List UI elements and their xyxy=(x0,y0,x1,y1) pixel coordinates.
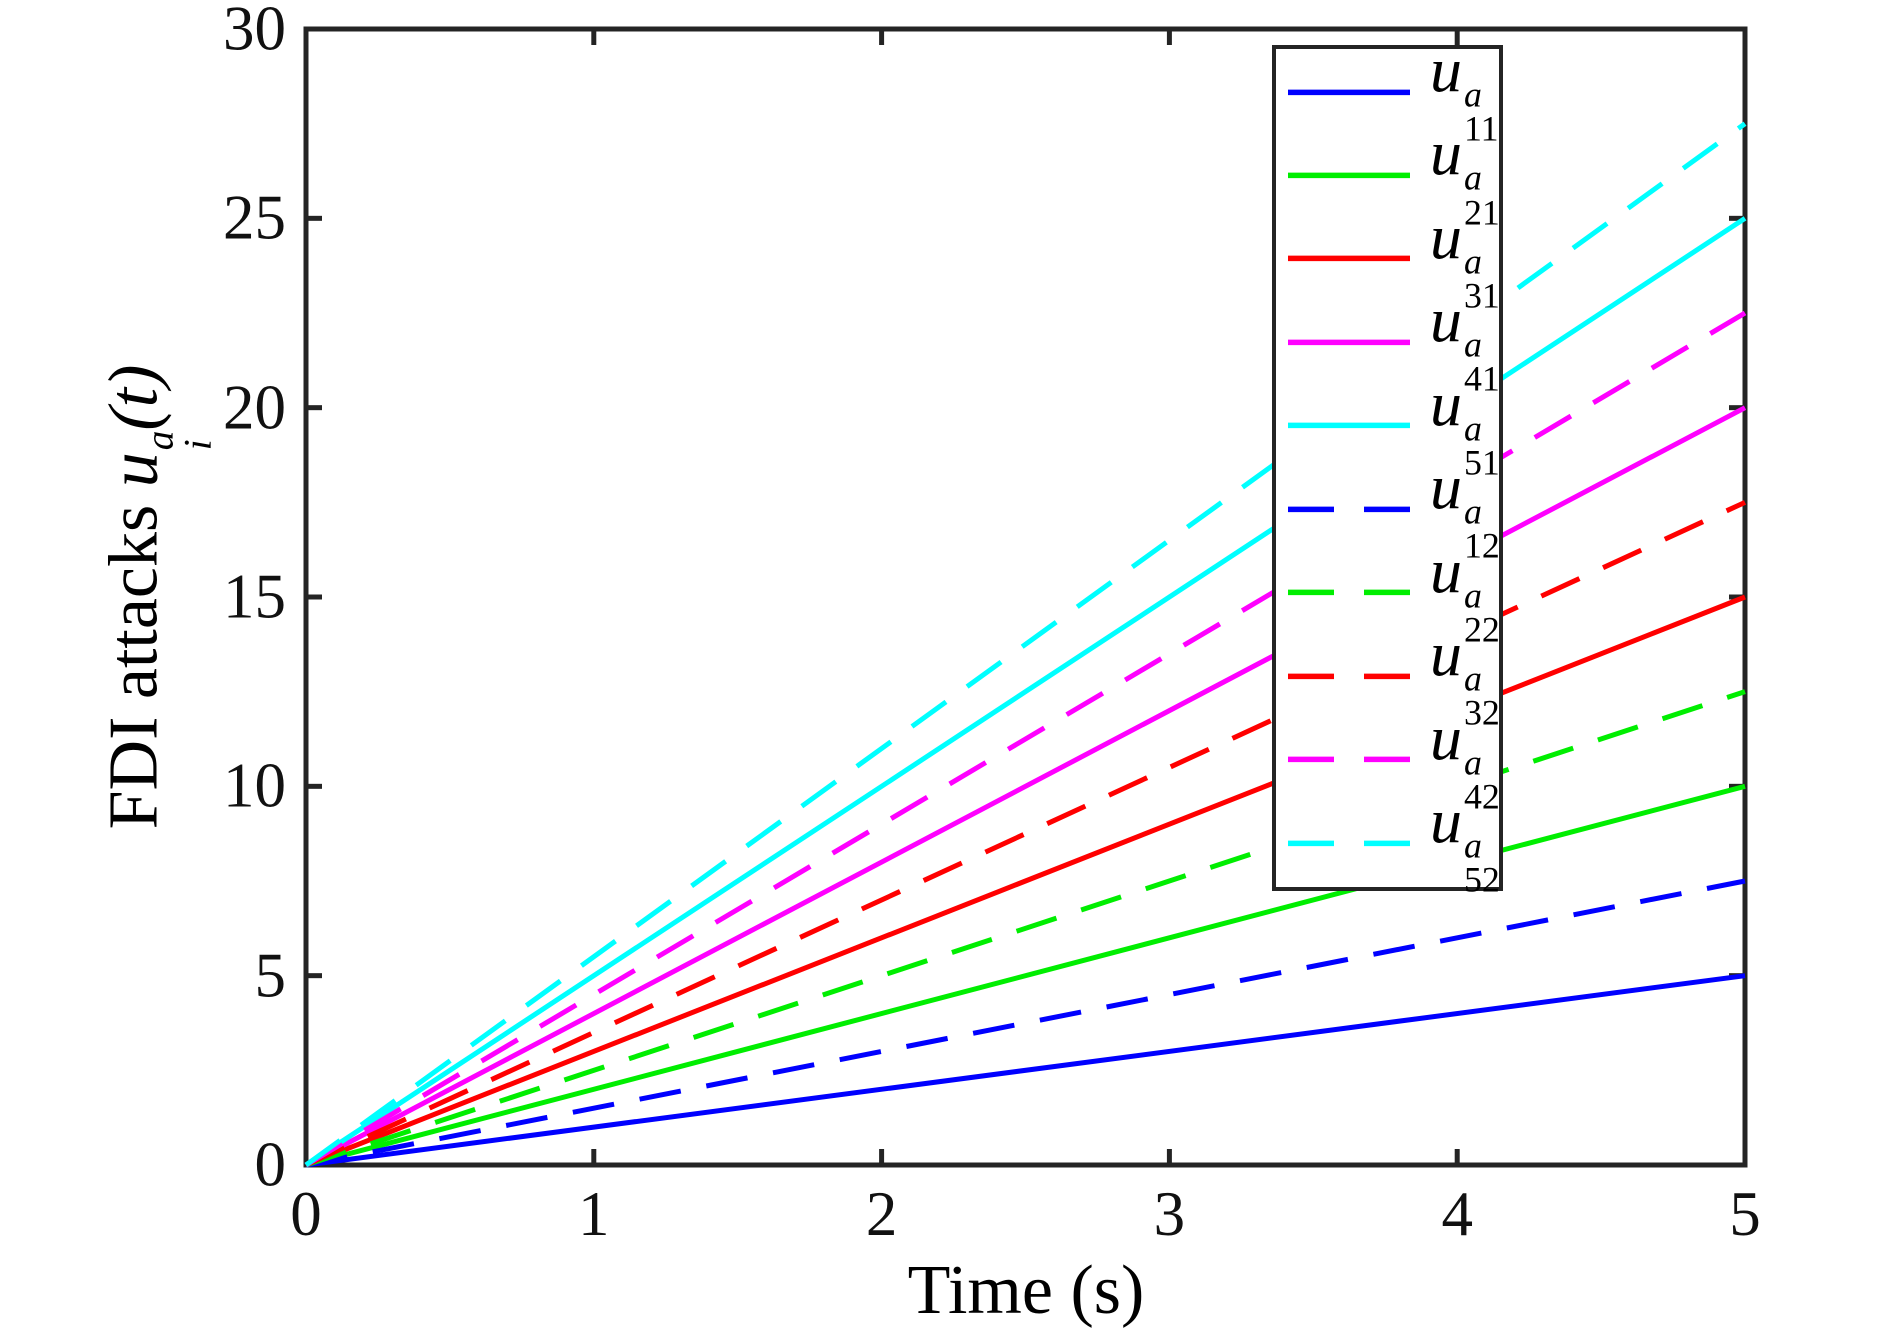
x-tick-label-4: 4 xyxy=(1441,1179,1473,1249)
y-tick-label-20: 20 xyxy=(223,372,286,443)
y-axis-label-sub: i xyxy=(176,439,220,451)
legend-label: u a 32 xyxy=(1430,618,1500,733)
legend: u a 11 u a 21 u a 31 u a 41 u a 51 u a 12 u a 22 u a 32 u a 42 u a 52 xyxy=(1272,38,1503,897)
legend-sample-line xyxy=(1288,172,1410,179)
legend-item-u11: u a 11 xyxy=(1286,34,1499,149)
legend-label: u a 52 xyxy=(1430,785,1500,900)
legend-label: u a 12 xyxy=(1430,451,1500,566)
y-tick-label-5: 5 xyxy=(254,940,287,1011)
y-axis-label-suffix: (t) xyxy=(95,364,173,431)
legend-sample-line xyxy=(1288,339,1410,346)
y-tick-label-25: 25 xyxy=(223,182,286,253)
legend-item-u32: u a 32 xyxy=(1286,618,1500,733)
legend-label: u a 22 xyxy=(1430,535,1500,650)
series-line-u51 xyxy=(304,216,1747,1168)
legend-sample-line xyxy=(1288,506,1410,512)
legend-item-u31: u a 31 xyxy=(1286,201,1500,316)
legend-sample-line xyxy=(1288,673,1410,679)
series-line-u22 xyxy=(305,689,1746,1168)
y-tick-label-30: 30 xyxy=(223,0,286,64)
legend-item-u42: u a 42 xyxy=(1286,701,1500,817)
legend-item-u41: u a 41 xyxy=(1286,284,1500,399)
x-tick-label-1: 1 xyxy=(578,1179,610,1249)
legend-label: u a 41 xyxy=(1430,284,1500,399)
series-line-u41 xyxy=(304,405,1747,1168)
y-tick-label-0: 0 xyxy=(254,1129,287,1200)
axes-box xyxy=(303,26,1748,1168)
legend-item-u22: u a 22 xyxy=(1286,535,1500,650)
series-line-u42 xyxy=(304,310,1747,1168)
legend-rows: u a 11 u a 21 u a 31 u a 41 u a 51 u a 12 u a 22 u a 32 u a 42 u a 52 xyxy=(1276,38,1500,897)
series-line-u52 xyxy=(304,121,1747,1168)
legend-label: u a 31 xyxy=(1430,201,1500,316)
legend-sample-line xyxy=(1288,89,1410,95)
legend-sample-line xyxy=(1288,756,1410,763)
legend-item-u12: u a 12 xyxy=(1286,451,1500,566)
series-line-u32 xyxy=(304,500,1747,1168)
y-axis-label-text: FDI attacks xyxy=(95,487,173,830)
legend-item-u21: u a 21 xyxy=(1286,117,1500,232)
x-axis-label: Time (s) xyxy=(907,1252,1145,1329)
legend-label: u a 11 xyxy=(1430,34,1499,149)
legend-item-u52: u a 52 xyxy=(1286,785,1500,900)
x-tick-label-3: 3 xyxy=(1153,1179,1186,1249)
legend-item-u51: u a 51 xyxy=(1286,368,1500,483)
y-tick-label-15: 15 xyxy=(223,561,286,632)
x-tick-label-2: 2 xyxy=(865,1179,898,1249)
legend-label: u a 42 xyxy=(1430,701,1500,817)
x-tick-label-0: 0 xyxy=(290,1179,322,1249)
legend-sample-line xyxy=(1288,840,1410,846)
legend-sample-line xyxy=(1288,423,1410,429)
y-axis-label: FDI attacks u a i (t) xyxy=(96,365,220,830)
y-tick-label-10: 10 xyxy=(223,750,286,821)
series-line-u11 xyxy=(305,973,1746,1168)
legend-label: u a 21 xyxy=(1430,117,1500,232)
legend-sample-line xyxy=(1288,256,1410,262)
series-line-u21 xyxy=(305,783,1746,1168)
y-axis-label-var: u xyxy=(95,452,173,488)
legend-label: u a 51 xyxy=(1430,368,1500,483)
series-line-u31 xyxy=(305,594,1746,1168)
y-axis-label-sup: a xyxy=(138,430,182,451)
x-tick-label-5: 5 xyxy=(1729,1179,1761,1249)
series-line-u12 xyxy=(305,878,1746,1168)
legend-sample-line xyxy=(1288,589,1410,596)
